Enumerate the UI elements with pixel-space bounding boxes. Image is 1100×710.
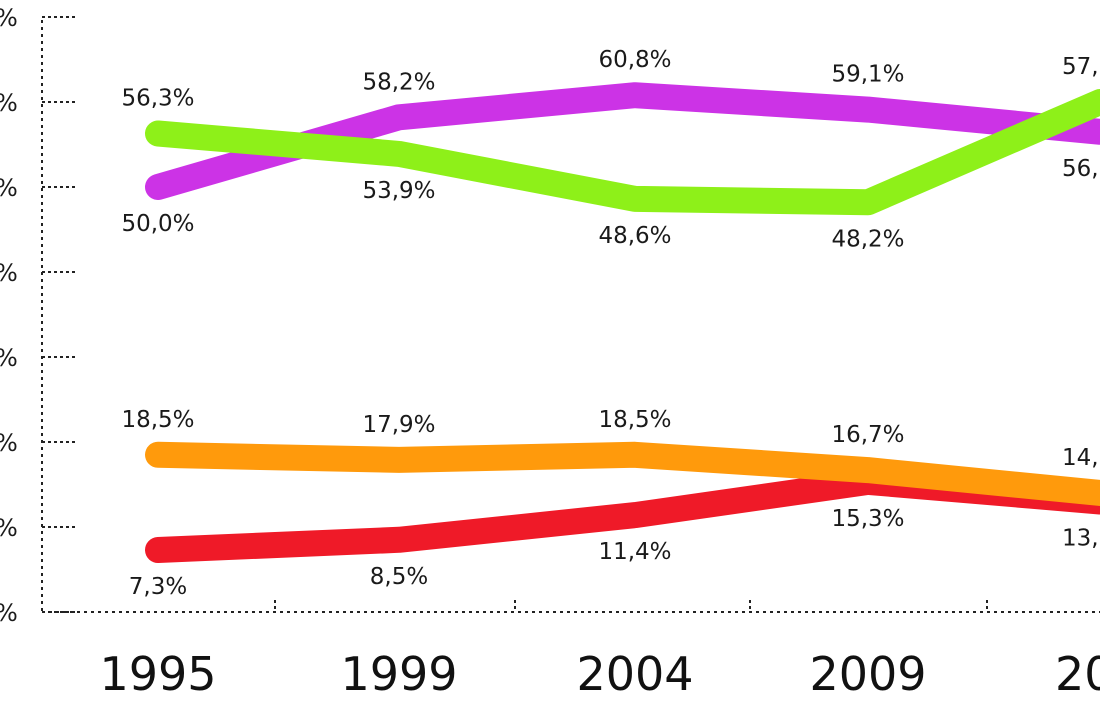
data-label: 50,0%	[121, 211, 194, 237]
y-tick-label: %	[0, 89, 18, 117]
y-tick-label: %	[0, 599, 18, 627]
data-label: 18,5%	[121, 407, 194, 433]
series-lines	[145, 82, 1100, 563]
data-label: 48,6%	[598, 223, 671, 249]
data-label: 48,2%	[831, 226, 904, 252]
data-label: 8,5%	[370, 564, 428, 590]
data-label: 60,8%	[598, 47, 671, 73]
axes	[41, 20, 1100, 613]
y-tick-label: %	[0, 514, 18, 542]
data-label: 11,4%	[598, 539, 671, 565]
y-tick-label: %	[0, 174, 18, 202]
data-label: 59,1%	[831, 62, 904, 88]
data-label: 16,7%	[831, 422, 904, 448]
y-tick-label: %	[0, 429, 18, 457]
series-line-2	[145, 441, 1100, 506]
series-line-1	[145, 89, 1100, 216]
data-label: 58,2%	[362, 69, 435, 95]
x-ticks: 1995 1999 2004 2009 20	[99, 600, 1100, 701]
data-label: 18,5%	[598, 407, 671, 433]
y-tick-label: %	[0, 4, 18, 32]
x-tick-label: 2009	[809, 647, 926, 701]
data-label: 15,3%	[831, 506, 904, 532]
data-label: 56,3%	[121, 86, 194, 112]
data-label: 57,	[1062, 54, 1099, 80]
data-label: 53,9%	[362, 178, 435, 204]
x-tick-label: 1999	[340, 647, 457, 701]
y-tick-label: %	[0, 259, 18, 287]
data-label: 56,	[1062, 156, 1099, 182]
y-ticks: %%%%%%%%	[0, 4, 78, 627]
x-tick-label: 2004	[576, 647, 693, 701]
x-tick-label: 1995	[99, 647, 216, 701]
data-labels: 50,0% 58,2% 60,8% 59,1% 56, 56,3% 53,9% 48,6% 48…	[121, 47, 1098, 600]
y-tick-label: %	[0, 344, 18, 372]
data-label: 14,	[1062, 445, 1099, 471]
x-tick-label: 20	[1055, 647, 1100, 701]
data-label: 13,	[1062, 526, 1099, 552]
data-label: 7,3%	[129, 574, 187, 600]
data-label: 17,9%	[362, 412, 435, 438]
